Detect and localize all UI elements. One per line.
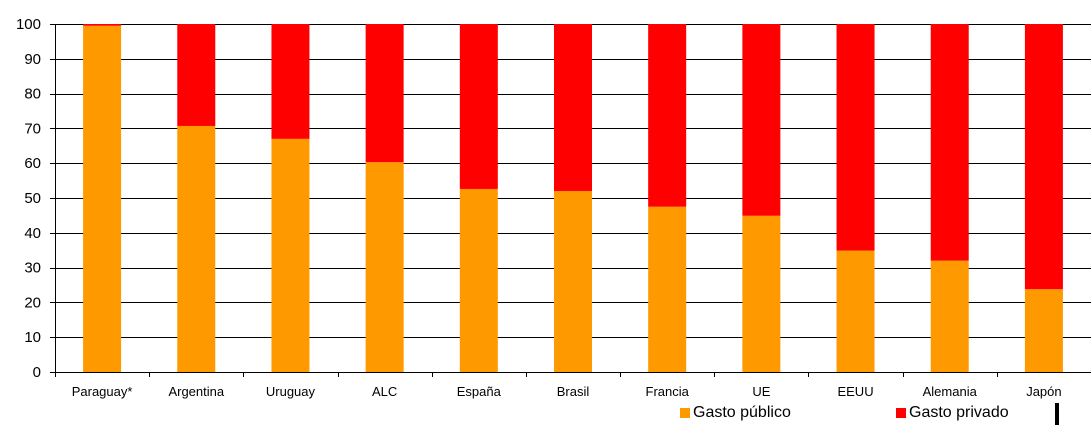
bar-private (554, 24, 592, 192)
x-tick-label: EEUU (837, 384, 873, 399)
legend-swatch-private (896, 408, 906, 418)
legend-swatch-public (680, 408, 690, 418)
x-tick-label: Francia (646, 384, 690, 399)
bar-public (836, 250, 875, 372)
y-tick-label: 40 (24, 225, 41, 242)
legend-end-mark (1055, 403, 1059, 425)
bars (83, 24, 1063, 373)
x-tick-label: Japón (1026, 384, 1061, 399)
y-tick-label: 100 (16, 16, 41, 33)
y-tick-label: 10 (24, 329, 41, 346)
x-tick-label: ALC (372, 384, 397, 399)
bar-private (271, 24, 310, 139)
x-tick-label: Uruguay (266, 384, 316, 399)
bar-private (177, 24, 216, 126)
x-tick-label: Brasil (557, 384, 590, 399)
bar-private (836, 24, 875, 251)
legend-item-private: Gasto privado (896, 402, 1009, 424)
bar-public (271, 138, 310, 372)
bar-public (554, 191, 592, 372)
y-tick-label: 0 (33, 364, 41, 381)
bar-private (1024, 24, 1063, 290)
bar-public (365, 162, 404, 372)
bar-public (459, 188, 498, 372)
axes (50, 24, 1091, 377)
bar-private (742, 24, 781, 216)
x-tick-label: Paraguay* (72, 384, 133, 399)
y-tick-label: 90 (24, 51, 41, 68)
x-tick-label: Alemania (923, 384, 978, 399)
bar-public (1024, 289, 1063, 372)
y-tick-label: 60 (24, 155, 41, 172)
stacked-bar-chart: 0 10 20 30 40 50 60 70 80 90 100 Paraguay* Argentin… (16, 16, 1091, 399)
bar-public (930, 260, 969, 372)
bar-public (648, 206, 687, 372)
y-tick-label: 30 (24, 260, 41, 277)
y-tick-label: 80 (24, 86, 41, 103)
x-tick-label: UE (752, 384, 770, 399)
bar-private (459, 24, 498, 189)
bar-public (742, 215, 781, 372)
bar-private (648, 24, 687, 207)
y-tick-label: 70 (24, 120, 41, 137)
x-tick-label: Argentina (168, 384, 224, 399)
y-tick-label: 20 (24, 294, 41, 311)
y-tick-labels: 0 10 20 30 40 50 60 70 80 90 100 (16, 16, 41, 381)
bar-private (365, 24, 404, 163)
bar-public (177, 125, 216, 373)
bar-private (83, 24, 122, 26)
x-tick-label: España (457, 384, 502, 399)
bar-private (930, 24, 969, 261)
bar-public (83, 25, 122, 373)
x-tick-labels: Paraguay* Argentina Uruguay ALC España Brasil… (72, 384, 1062, 399)
y-tick-label: 50 (24, 190, 41, 207)
legend-label-public: Gasto público (693, 404, 791, 421)
legend-item-public: Gasto público (680, 402, 791, 424)
legend-label-private: Gasto privado (909, 404, 1009, 421)
